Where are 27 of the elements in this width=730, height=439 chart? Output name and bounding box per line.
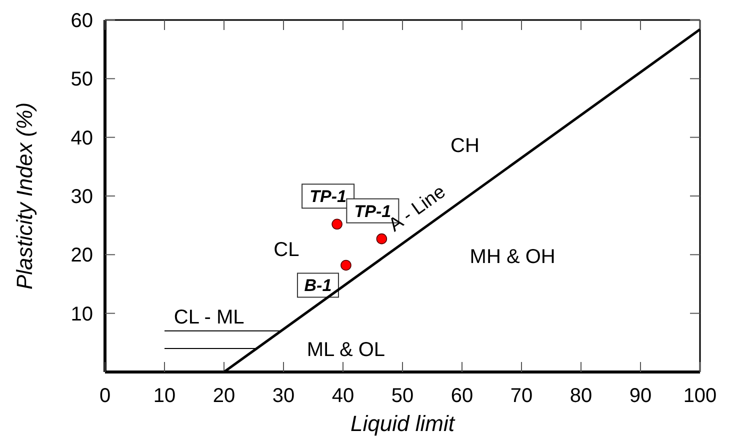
x-tick-label: 100 [683,385,717,407]
y-tick-label: 30 [70,186,93,208]
x-tick-label: 70 [510,385,533,407]
x-tick-label: 90 [629,385,652,407]
y-tick-label: 40 [70,127,93,150]
x-tick-label: 50 [391,385,414,407]
annotation: CL [274,238,300,261]
y-tick-label: 20 [70,244,93,267]
x-axis-title: Liquid limit [350,411,456,436]
annotation: ML & OL [306,339,386,362]
x-tick-label: 30 [272,385,295,407]
data-label: TP-1 [310,187,346,206]
data-label: B-1 [304,276,332,296]
annotation: MH & OH [470,246,556,268]
annotation: CH [450,134,480,157]
y-axis-title: Plasticity Index (%) [12,102,37,290]
data-label: TP-1 [354,202,392,221]
x-tick-label: 0 [99,385,111,407]
y-tick-label: 60 [70,10,93,32]
annotation: CL - ML [174,306,244,328]
y-tick-label: 10 [70,303,93,326]
x-tick-label: 40 [332,385,354,407]
y-tick-label: 50 [70,68,93,91]
x-tick-label: 20 [212,385,236,407]
x-tick-label: 60 [450,385,474,407]
x-tick-label: 10 [153,385,176,407]
x-tick-label: 80 [570,385,592,407]
